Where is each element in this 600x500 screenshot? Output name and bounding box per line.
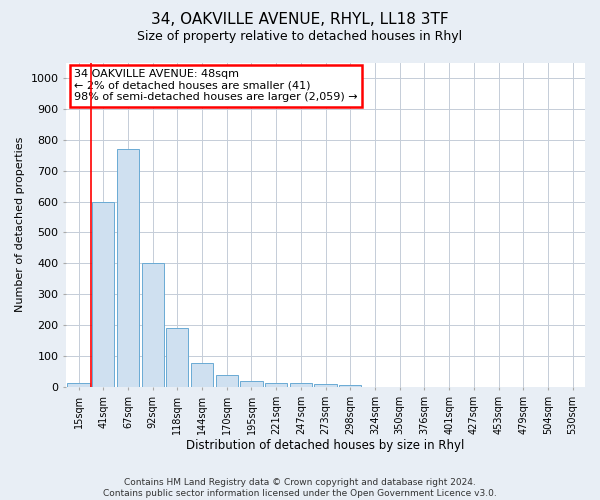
Bar	[166, 328, 188, 387]
Text: 34 OAKVILLE AVENUE: 48sqm
← 2% of detached houses are smaller (41)
98% of semi-d: 34 OAKVILLE AVENUE: 48sqm ← 2% of detach…	[74, 69, 358, 102]
Bar	[314, 384, 337, 387]
X-axis label: Distribution of detached houses by size in Rhyl: Distribution of detached houses by size …	[187, 440, 465, 452]
Y-axis label: Number of detached properties: Number of detached properties	[15, 137, 25, 312]
Bar	[215, 376, 238, 387]
Bar	[339, 385, 361, 387]
Bar	[117, 149, 139, 387]
Bar	[92, 202, 115, 387]
Text: Size of property relative to detached houses in Rhyl: Size of property relative to detached ho…	[137, 30, 463, 43]
Bar	[67, 383, 89, 387]
Text: Contains HM Land Registry data © Crown copyright and database right 2024.
Contai: Contains HM Land Registry data © Crown c…	[103, 478, 497, 498]
Bar	[290, 383, 312, 387]
Text: 34, OAKVILLE AVENUE, RHYL, LL18 3TF: 34, OAKVILLE AVENUE, RHYL, LL18 3TF	[151, 12, 449, 28]
Bar	[265, 383, 287, 387]
Bar	[142, 264, 164, 387]
Bar	[241, 382, 263, 387]
Bar	[191, 363, 213, 387]
